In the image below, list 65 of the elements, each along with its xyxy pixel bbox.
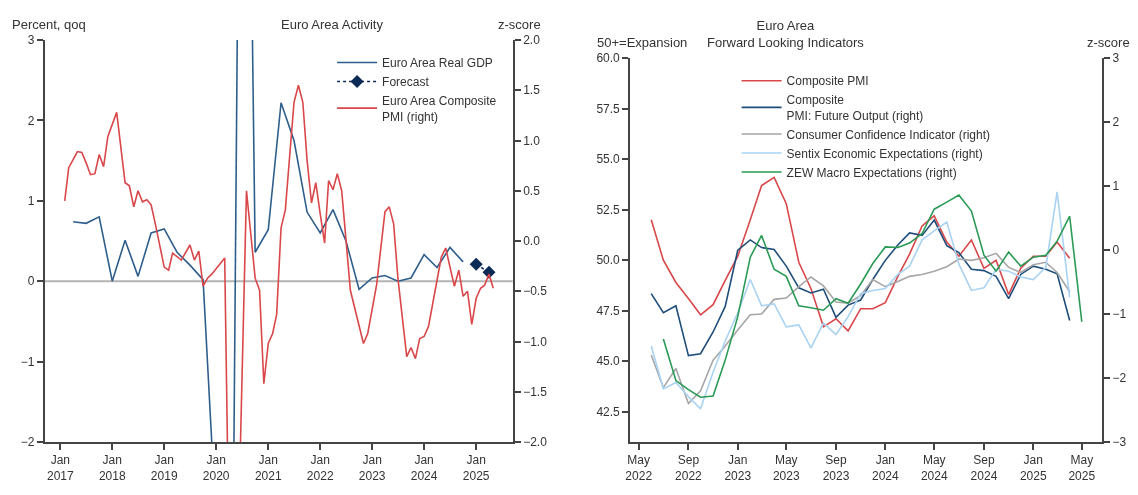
y2-tick-label: −1.5 (523, 384, 548, 399)
y2-tick-label: 3 (1112, 51, 1120, 66)
y2-axis-title: z-score (1087, 35, 1130, 50)
x-tick-label: Jan 2025 (462, 453, 490, 483)
x-tick-label: Jan 2024 (410, 453, 438, 483)
x-tick-label: Jan 2020 (202, 453, 230, 483)
y2-tick-label: −1.0 (523, 334, 548, 349)
y-tick-label: 52.5 (596, 202, 621, 217)
legend-label: Composite PMI (786, 74, 869, 89)
y-axis-title: Percent, qoq (12, 17, 86, 32)
x-tick-label: Jan 2025 (1019, 453, 1047, 483)
chart-title: Euro Area Activity (281, 17, 384, 32)
legend-label: Consumer Confidence Indicator (right) (786, 127, 991, 142)
x-tick-label: May 2025 (1068, 453, 1096, 483)
x-tick-label: Jan 2018 (98, 453, 126, 483)
x-tick-label: Sep 2023 (822, 453, 850, 483)
x-tick-label: Sep 2022 (675, 453, 703, 483)
line-series (650, 219, 1071, 357)
y2-tick-label: −2.0 (523, 435, 548, 450)
y2-tick-label: 0 (1112, 243, 1120, 258)
x-tick-label: Jan 2023 (724, 453, 752, 483)
y-tick-label: 42.5 (596, 404, 621, 419)
x-tick-label: Jan 2019 (150, 453, 178, 483)
y2-tick-label: 0.0 (523, 234, 541, 249)
chart-title: Euro Area Forward Looking Indicators (707, 18, 865, 50)
x-tick-label: Jan 2022 (306, 453, 334, 483)
legend-label: Sentix Economic Expectations (right) (786, 146, 983, 161)
y2-tick-label: 2 (1112, 115, 1120, 130)
y2-axis-title: z-score (498, 17, 541, 32)
y2-tick-label: 2.0 (523, 33, 541, 48)
x-tick-label: May 2023 (772, 453, 800, 483)
y-tick-label: −2 (20, 435, 35, 450)
y2-tick-label: 1.5 (523, 83, 541, 98)
y-tick-label: 47.5 (596, 303, 621, 318)
legend-label: Composite PMI: Future Output (right) (786, 93, 924, 123)
x-tick-label: Jan 2017 (46, 453, 74, 483)
y-tick-label: 1 (27, 194, 35, 208)
y-tick-label: 50.0 (596, 253, 621, 268)
legend-label: Forecast (382, 75, 430, 90)
legend-label: Euro Area Real GDP (382, 56, 493, 71)
line-series (650, 252, 1071, 405)
y2-tick-label: −0.5 (523, 284, 548, 299)
y-tick-label: 45.0 (596, 354, 621, 369)
y2-tick-label: 0.5 (523, 183, 541, 198)
y-tick-label: 55.0 (596, 152, 621, 167)
x-tick-label: Sep 2024 (970, 453, 998, 483)
y2-tick-label: 1 (1112, 179, 1120, 194)
y2-tick-label: −1 (1112, 307, 1127, 322)
y-tick-label: 2 (27, 113, 35, 128)
legend-label: Euro Area Composite PMI (right) (382, 94, 497, 124)
y-axis-title: 50+=Expansion (597, 35, 688, 50)
y2-tick-label: −2 (1112, 371, 1127, 386)
x-tick-label: May 2024 (920, 453, 948, 483)
y-tick-label: 60.0 (596, 51, 621, 66)
y-tick-label: −1 (20, 354, 35, 369)
x-tick-label: Jan 2024 (871, 453, 899, 483)
x-tick-label: Jan 2021 (254, 453, 282, 483)
y-tick-label: 3 (27, 33, 35, 48)
legend-label: ZEW Macro Expectations (right) (786, 165, 957, 180)
y2-tick-label: −3 (1112, 435, 1127, 450)
y2-tick-label: 1.0 (523, 133, 541, 148)
x-tick-label: May 2022 (625, 453, 653, 483)
y-tick-label: 0 (27, 274, 35, 289)
y-tick-label: 57.5 (596, 101, 621, 116)
x-tick-label: Jan 2023 (358, 453, 386, 483)
